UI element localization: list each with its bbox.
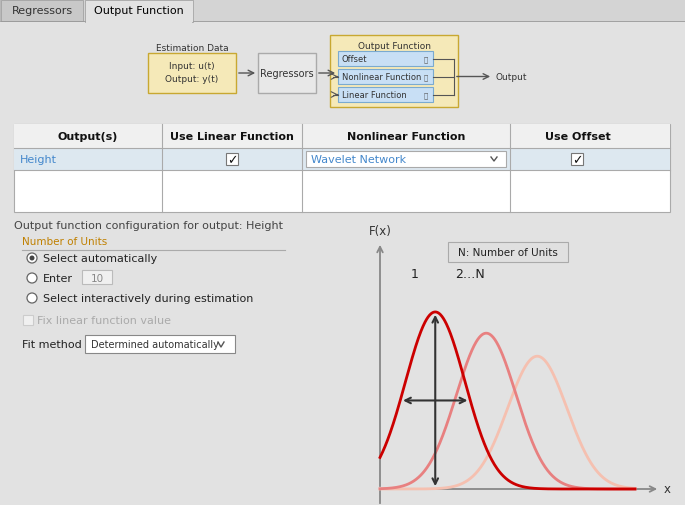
- Bar: [571, 154, 584, 166]
- Circle shape: [27, 254, 37, 264]
- Text: Number of Units: Number of Units: [22, 236, 108, 246]
- Text: Output function configuration for output: Height: Output function configuration for output…: [14, 221, 283, 231]
- Text: Enter: Enter: [43, 274, 73, 283]
- Text: Offset: Offset: [342, 55, 367, 64]
- Text: Input: u(t): Input: u(t): [169, 62, 215, 70]
- Text: Output(s): Output(s): [58, 132, 119, 142]
- Bar: [338, 52, 433, 67]
- Text: 🔓: 🔓: [424, 74, 428, 81]
- Bar: [14, 125, 670, 148]
- Bar: [448, 242, 568, 263]
- Text: 10: 10: [90, 274, 103, 283]
- Text: Fit method: Fit method: [22, 339, 82, 349]
- Text: Output: y(t): Output: y(t): [165, 74, 219, 83]
- Text: 2…N: 2…N: [455, 268, 485, 281]
- Bar: [338, 88, 433, 103]
- Bar: [258, 54, 316, 94]
- Text: Output Function: Output Function: [94, 6, 184, 16]
- Bar: [1, 1, 83, 22]
- Text: Regressors: Regressors: [260, 69, 314, 79]
- Text: Use Offset: Use Offset: [545, 132, 610, 142]
- Text: Determined automatically: Determined automatically: [91, 339, 219, 349]
- Text: 1: 1: [411, 268, 419, 281]
- Circle shape: [29, 256, 34, 261]
- Bar: [14, 148, 670, 171]
- Bar: [14, 125, 670, 213]
- Bar: [85, 335, 235, 353]
- Bar: [85, 1, 193, 23]
- Text: Select automatically: Select automatically: [43, 254, 158, 264]
- Bar: [338, 70, 433, 85]
- Text: Nonlinear Function: Nonlinear Function: [342, 73, 421, 82]
- Text: 🔓: 🔓: [424, 56, 428, 63]
- Text: Regressors: Regressors: [12, 6, 73, 16]
- Bar: [0, 0, 685, 22]
- Circle shape: [27, 274, 37, 283]
- Text: ✓: ✓: [227, 154, 237, 167]
- Bar: [82, 271, 112, 284]
- Bar: [23, 316, 33, 325]
- Text: Wavelet Network: Wavelet Network: [311, 155, 406, 165]
- Bar: [306, 152, 506, 168]
- Text: Output Function: Output Function: [358, 42, 430, 51]
- Text: Height: Height: [20, 155, 57, 165]
- Text: ✓: ✓: [572, 154, 583, 167]
- Text: Estimation Data: Estimation Data: [155, 43, 228, 53]
- Text: F(x): F(x): [369, 225, 391, 237]
- Text: Fix linear function value: Fix linear function value: [37, 316, 171, 325]
- Text: 🔓: 🔓: [424, 92, 428, 98]
- Bar: [330, 36, 458, 108]
- Text: x: x: [664, 483, 671, 495]
- Text: Use Linear Function: Use Linear Function: [170, 132, 294, 142]
- Bar: [148, 54, 236, 94]
- Circle shape: [27, 293, 37, 304]
- Text: Select interactively during estimation: Select interactively during estimation: [43, 293, 253, 304]
- Text: Linear Function: Linear Function: [342, 91, 407, 100]
- Text: Output: Output: [495, 73, 527, 82]
- Bar: [226, 154, 238, 166]
- Text: N: Number of Units: N: Number of Units: [458, 247, 558, 258]
- Bar: [86, 21, 192, 24]
- Text: Nonlinear Function: Nonlinear Function: [347, 132, 465, 142]
